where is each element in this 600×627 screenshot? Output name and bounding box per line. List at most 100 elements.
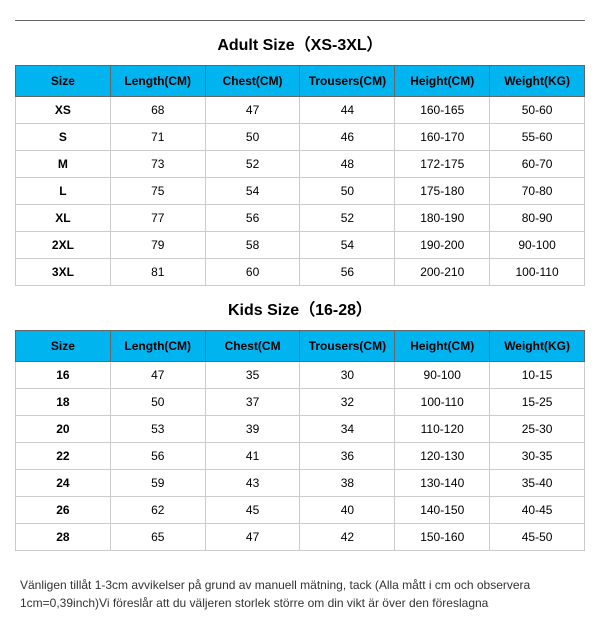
table-cell: 47 — [205, 524, 300, 551]
table-cell: 90-100 — [490, 232, 585, 259]
col-size: Size — [16, 66, 111, 97]
table-cell: 25-30 — [490, 416, 585, 443]
table-cell: L — [16, 178, 111, 205]
kids-title: Kids Size（16-28） — [15, 286, 585, 330]
table-cell: 55-60 — [490, 124, 585, 151]
table-cell: 56 — [110, 443, 205, 470]
table-cell: 32 — [300, 389, 395, 416]
table-cell: 18 — [16, 389, 111, 416]
table-cell: M — [16, 151, 111, 178]
table-cell: 34 — [300, 416, 395, 443]
table-cell: 52 — [205, 151, 300, 178]
table-row: 24594338130-14035-40 — [16, 470, 585, 497]
size-chart-container: Adult Size（XS-3XL） Size Length(CM) Chest… — [0, 0, 600, 561]
table-cell: 48 — [300, 151, 395, 178]
table-cell: 46 — [300, 124, 395, 151]
table-cell: S — [16, 124, 111, 151]
table-cell: 172-175 — [395, 151, 490, 178]
table-cell: 80-90 — [490, 205, 585, 232]
measurement-note: Vänligen tillåt 1-3cm avvikelser på grun… — [0, 561, 600, 627]
col-weight: Weight(KG) — [490, 331, 585, 362]
table-cell: 10-15 — [490, 362, 585, 389]
table-cell: 62 — [110, 497, 205, 524]
table-cell: 59 — [110, 470, 205, 497]
table-cell: 90-100 — [395, 362, 490, 389]
table-cell: 200-210 — [395, 259, 490, 286]
kids-table-wrapper: Kids Size（16-28） Size Length(CM) Chest(C… — [15, 286, 585, 551]
table-cell: 56 — [300, 259, 395, 286]
col-chest: Chest(CM) — [205, 66, 300, 97]
col-chest: Chest(CM — [205, 331, 300, 362]
table-cell: 50 — [205, 124, 300, 151]
table-row: XS684744160-16550-60 — [16, 97, 585, 124]
kids-size-table: Size Length(CM) Chest(CM Trousers(CM) He… — [15, 330, 585, 551]
col-trousers: Trousers(CM) — [300, 66, 395, 97]
table-cell: 36 — [300, 443, 395, 470]
table-row: S715046160-17055-60 — [16, 124, 585, 151]
table-row: 26624540140-15040-45 — [16, 497, 585, 524]
table-cell: 28 — [16, 524, 111, 551]
table-cell: 20 — [16, 416, 111, 443]
table-cell: 70-80 — [490, 178, 585, 205]
table-cell: 35 — [205, 362, 300, 389]
table-cell: 54 — [300, 232, 395, 259]
kids-header-row: Size Length(CM) Chest(CM Trousers(CM) He… — [16, 331, 585, 362]
col-length: Length(CM) — [110, 331, 205, 362]
table-cell: 44 — [300, 97, 395, 124]
table-cell: 26 — [16, 497, 111, 524]
table-cell: 150-160 — [395, 524, 490, 551]
table-row: 3XL816056200-210100-110 — [16, 259, 585, 286]
table-cell: 15-25 — [490, 389, 585, 416]
table-cell: 110-120 — [395, 416, 490, 443]
adult-title: Adult Size（XS-3XL） — [15, 21, 585, 65]
table-row: 1647353090-10010-15 — [16, 362, 585, 389]
table-cell: 160-165 — [395, 97, 490, 124]
col-size: Size — [16, 331, 111, 362]
table-cell: 45 — [205, 497, 300, 524]
table-cell: 68 — [110, 97, 205, 124]
table-cell: 100-110 — [395, 389, 490, 416]
table-cell: 180-190 — [395, 205, 490, 232]
table-row: 22564136120-13030-35 — [16, 443, 585, 470]
table-cell: 58 — [205, 232, 300, 259]
adult-size-table: Size Length(CM) Chest(CM) Trousers(CM) H… — [15, 65, 585, 286]
table-cell: 41 — [205, 443, 300, 470]
table-cell: 54 — [205, 178, 300, 205]
table-cell: 43 — [205, 470, 300, 497]
col-height: Height(CM) — [395, 66, 490, 97]
table-row: XL775652180-19080-90 — [16, 205, 585, 232]
table-cell: 3XL — [16, 259, 111, 286]
table-cell: 24 — [16, 470, 111, 497]
table-cell: 50 — [300, 178, 395, 205]
table-cell: 71 — [110, 124, 205, 151]
table-cell: 30 — [300, 362, 395, 389]
table-cell: 56 — [205, 205, 300, 232]
table-cell: 35-40 — [490, 470, 585, 497]
table-cell: 73 — [110, 151, 205, 178]
table-cell: 38 — [300, 470, 395, 497]
table-cell: 50 — [110, 389, 205, 416]
table-cell: 100-110 — [490, 259, 585, 286]
table-cell: 40-45 — [490, 497, 585, 524]
table-cell: 75 — [110, 178, 205, 205]
table-cell: 30-35 — [490, 443, 585, 470]
table-cell: 190-200 — [395, 232, 490, 259]
table-cell: 140-150 — [395, 497, 490, 524]
adult-table-wrapper: Adult Size（XS-3XL） Size Length(CM) Chest… — [15, 20, 585, 286]
table-row: M735248172-17560-70 — [16, 151, 585, 178]
table-row: 18503732100-11015-25 — [16, 389, 585, 416]
table-row: 20533934110-12025-30 — [16, 416, 585, 443]
table-cell: 160-170 — [395, 124, 490, 151]
table-cell: 77 — [110, 205, 205, 232]
table-cell: 16 — [16, 362, 111, 389]
col-length: Length(CM) — [110, 66, 205, 97]
table-cell: 42 — [300, 524, 395, 551]
table-cell: 130-140 — [395, 470, 490, 497]
table-cell: 50-60 — [490, 97, 585, 124]
table-cell: XS — [16, 97, 111, 124]
table-cell: 40 — [300, 497, 395, 524]
table-cell: 37 — [205, 389, 300, 416]
table-row: 2XL795854190-20090-100 — [16, 232, 585, 259]
table-cell: 60 — [205, 259, 300, 286]
table-cell: 120-130 — [395, 443, 490, 470]
